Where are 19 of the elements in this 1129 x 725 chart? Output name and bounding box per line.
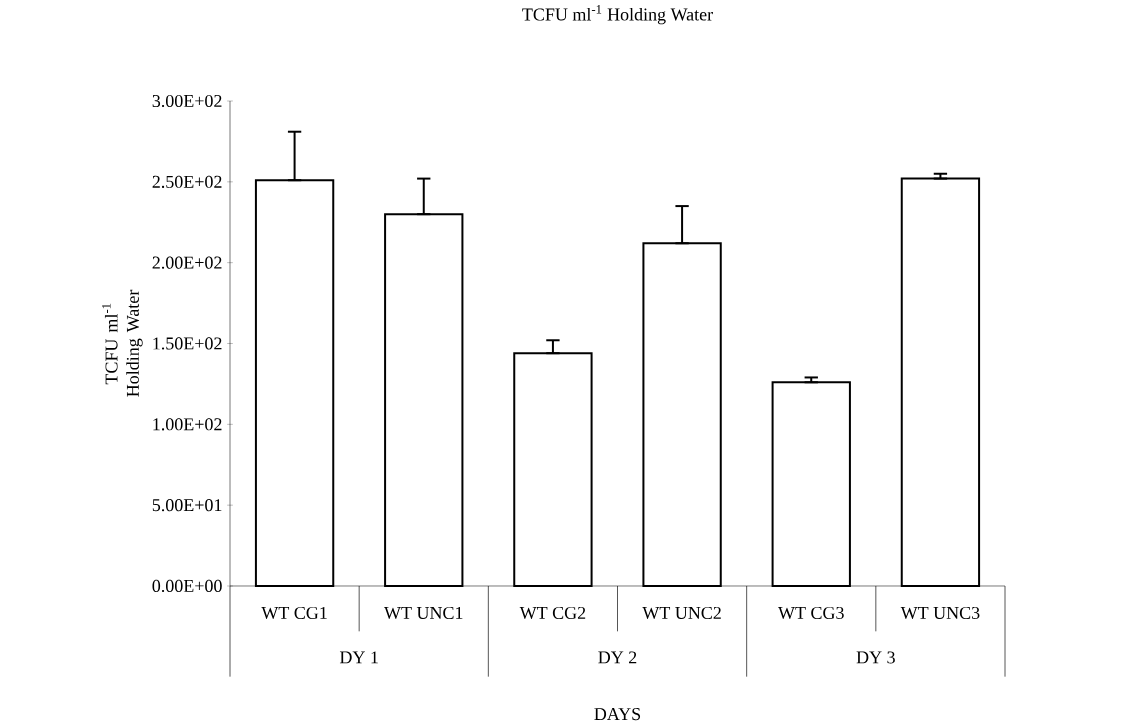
x-tick-label: WT CG1: [261, 607, 327, 620]
x-axis-title: DAYS: [594, 708, 641, 721]
chart-title: TCFU ml$^{-1}$ Holding Water: [522, 5, 713, 25]
y-tick-label: 5.00E+01: [152, 499, 222, 512]
y-tick-label: 2.00E+02: [152, 256, 222, 269]
x-tick-label: WT UNC3: [900, 607, 980, 620]
y-tick-label: 2.50E+02: [152, 175, 222, 189]
y-tick-label: 3.00E+02: [152, 95, 222, 108]
x-tick-label: WT CG3: [778, 607, 844, 620]
x-tick-label: WT UNC1: [384, 607, 463, 620]
y-tick-label: 1.50E+02: [153, 337, 222, 350]
y-tick-label: 0.00E+00: [152, 580, 222, 593]
text: DY 2: [598, 651, 637, 664]
y-tick-label: 1.00E+02: [153, 418, 222, 431]
text: DY 1: [339, 651, 378, 664]
x-tick-label: WT UNC2: [642, 607, 721, 620]
x-tick-label: WT CG2: [519, 607, 586, 620]
text: DY 3: [856, 651, 895, 664]
text: TCFU ml$^{-1}$ Holding Water: [102, 290, 143, 397]
